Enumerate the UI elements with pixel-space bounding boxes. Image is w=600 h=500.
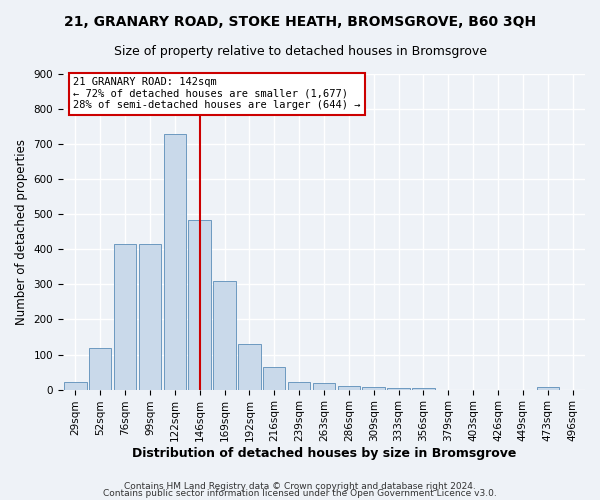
Y-axis label: Number of detached properties: Number of detached properties [15,139,28,325]
Bar [362,387,385,390]
Bar [188,220,211,390]
Bar [64,382,86,390]
Bar [288,382,310,390]
Bar [338,386,360,390]
Bar [238,344,260,390]
Bar [89,348,112,390]
Bar [412,388,434,390]
Bar [313,382,335,390]
Bar [388,388,410,390]
Bar [214,281,236,390]
Bar [114,244,136,390]
X-axis label: Distribution of detached houses by size in Bromsgrove: Distribution of detached houses by size … [132,447,516,460]
Text: Contains public sector information licensed under the Open Government Licence v3: Contains public sector information licen… [103,489,497,498]
Bar [164,134,186,390]
Bar [536,387,559,390]
Text: 21, GRANARY ROAD, STOKE HEATH, BROMSGROVE, B60 3QH: 21, GRANARY ROAD, STOKE HEATH, BROMSGROV… [64,15,536,29]
Text: Contains HM Land Registry data © Crown copyright and database right 2024.: Contains HM Land Registry data © Crown c… [124,482,476,491]
Bar [263,367,286,390]
Text: 21 GRANARY ROAD: 142sqm
← 72% of detached houses are smaller (1,677)
28% of semi: 21 GRANARY ROAD: 142sqm ← 72% of detache… [73,77,361,110]
Text: Size of property relative to detached houses in Bromsgrove: Size of property relative to detached ho… [113,45,487,58]
Bar [139,244,161,390]
